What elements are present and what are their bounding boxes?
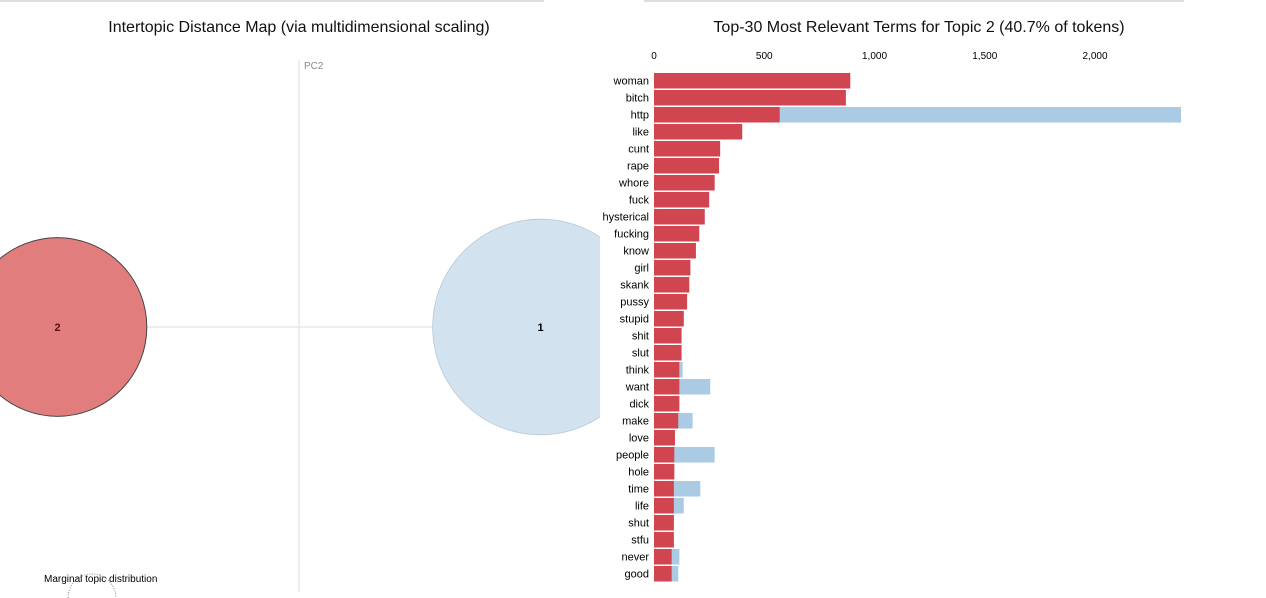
bar-overall-http[interactable] bbox=[654, 107, 1181, 123]
bar-topic-slut[interactable] bbox=[654, 345, 682, 361]
term-label[interactable]: fucking bbox=[614, 229, 649, 241]
topic-circle-1[interactable] bbox=[432, 218, 600, 436]
term-label[interactable]: think bbox=[626, 365, 650, 377]
term-label[interactable]: want bbox=[625, 382, 649, 394]
bar-topic-hole[interactable] bbox=[654, 464, 675, 480]
bar-topic-shit[interactable] bbox=[654, 328, 682, 344]
bar-topic-never[interactable] bbox=[654, 549, 672, 565]
term-label[interactable]: stupid bbox=[620, 314, 649, 326]
term-label[interactable]: fuck bbox=[629, 195, 650, 207]
bar-topic-shut[interactable] bbox=[654, 515, 674, 531]
topic-label-1: 1 bbox=[537, 322, 543, 334]
term-label[interactable]: cunt bbox=[628, 144, 649, 156]
term-bar-chart: Top-30 Most Relevant Terms for Topic 2 (… bbox=[603, 0, 1184, 582]
bar-topic-skank[interactable] bbox=[654, 277, 690, 293]
mds-title: Intertopic Distance Map (via multidimens… bbox=[108, 19, 490, 36]
bar-topic-good[interactable] bbox=[654, 566, 672, 582]
marginal-label: Marginal topic distribution bbox=[44, 574, 157, 585]
bar-chart-title: Top-30 Most Relevant Terms for Topic 2 (… bbox=[713, 19, 1124, 36]
x-tick-label: 1,500 bbox=[972, 51, 997, 62]
term-label[interactable]: http bbox=[631, 110, 649, 122]
term-label[interactable]: like bbox=[632, 127, 649, 139]
term-label[interactable]: make bbox=[622, 416, 649, 428]
bar-topic-love[interactable] bbox=[654, 430, 675, 446]
pc2-label: PC2 bbox=[304, 61, 324, 72]
topic-circles[interactable]: 12 bbox=[0, 218, 600, 436]
bar-topic-like[interactable] bbox=[654, 124, 743, 140]
bar-topic-people[interactable] bbox=[654, 447, 675, 463]
bar-topic-know[interactable] bbox=[654, 243, 696, 259]
bar-topic-whore[interactable] bbox=[654, 175, 715, 191]
term-label[interactable]: good bbox=[625, 569, 649, 581]
term-label[interactable]: stfu bbox=[631, 535, 649, 547]
x-axis: 0 500 1,000 1,500 2,000 bbox=[651, 51, 1108, 62]
x-tick-label: 0 bbox=[651, 51, 657, 62]
bar-topic-stupid[interactable] bbox=[654, 311, 684, 327]
term-label[interactable]: never bbox=[621, 552, 649, 564]
term-label[interactable]: time bbox=[628, 484, 649, 496]
x-tick-label: 2,000 bbox=[1082, 51, 1107, 62]
marginal-legend-circle bbox=[67, 573, 117, 598]
bar-topic-http[interactable] bbox=[654, 107, 780, 123]
term-label[interactable]: shut bbox=[628, 518, 649, 530]
bar-topic-make[interactable] bbox=[654, 413, 679, 429]
term-label[interactable]: bitch bbox=[626, 93, 649, 105]
bars: woman bitch http like cunt rape whore fuck hyste… bbox=[603, 73, 1181, 582]
intertopic-distance-map: Intertopic Distance Map (via multidimens… bbox=[0, 0, 600, 598]
bar-topic-woman[interactable] bbox=[654, 73, 851, 89]
term-label[interactable]: hole bbox=[628, 467, 649, 479]
term-label[interactable]: pussy bbox=[620, 297, 649, 309]
term-label[interactable]: girl bbox=[634, 263, 649, 275]
term-label[interactable]: skank bbox=[620, 280, 649, 292]
topic-circle-2[interactable] bbox=[0, 237, 148, 417]
bar-topic-girl[interactable] bbox=[654, 260, 691, 276]
bar-topic-bitch[interactable] bbox=[654, 90, 846, 106]
term-label[interactable]: slut bbox=[632, 348, 649, 360]
term-label[interactable]: dick bbox=[629, 399, 649, 411]
term-label[interactable]: woman bbox=[613, 76, 649, 88]
x-tick-label: 500 bbox=[756, 51, 773, 62]
bar-topic-cunt[interactable] bbox=[654, 141, 721, 157]
term-label[interactable]: life bbox=[635, 501, 649, 513]
bar-topic-life[interactable] bbox=[654, 498, 674, 514]
bar-topic-think[interactable] bbox=[654, 362, 680, 378]
bar-topic-pussy[interactable] bbox=[654, 294, 688, 310]
bar-topic-hysterical[interactable] bbox=[654, 209, 705, 225]
term-label[interactable]: rape bbox=[627, 161, 649, 173]
term-label[interactable]: know bbox=[623, 246, 649, 258]
bar-topic-dick[interactable] bbox=[654, 396, 680, 412]
bar-topic-time[interactable] bbox=[654, 481, 674, 497]
topic-label-2: 2 bbox=[54, 322, 60, 334]
bar-topic-want[interactable] bbox=[654, 379, 680, 395]
term-label[interactable]: love bbox=[629, 433, 649, 445]
term-label[interactable]: people bbox=[616, 450, 649, 462]
term-label[interactable]: shit bbox=[632, 331, 649, 343]
bar-topic-fucking[interactable] bbox=[654, 226, 700, 242]
bar-topic-stfu[interactable] bbox=[654, 532, 674, 548]
x-tick-label: 1,000 bbox=[862, 51, 887, 62]
term-label[interactable]: hysterical bbox=[603, 212, 649, 224]
bar-topic-fuck[interactable] bbox=[654, 192, 710, 208]
term-label[interactable]: whore bbox=[618, 178, 649, 190]
bar-topic-rape[interactable] bbox=[654, 158, 720, 174]
